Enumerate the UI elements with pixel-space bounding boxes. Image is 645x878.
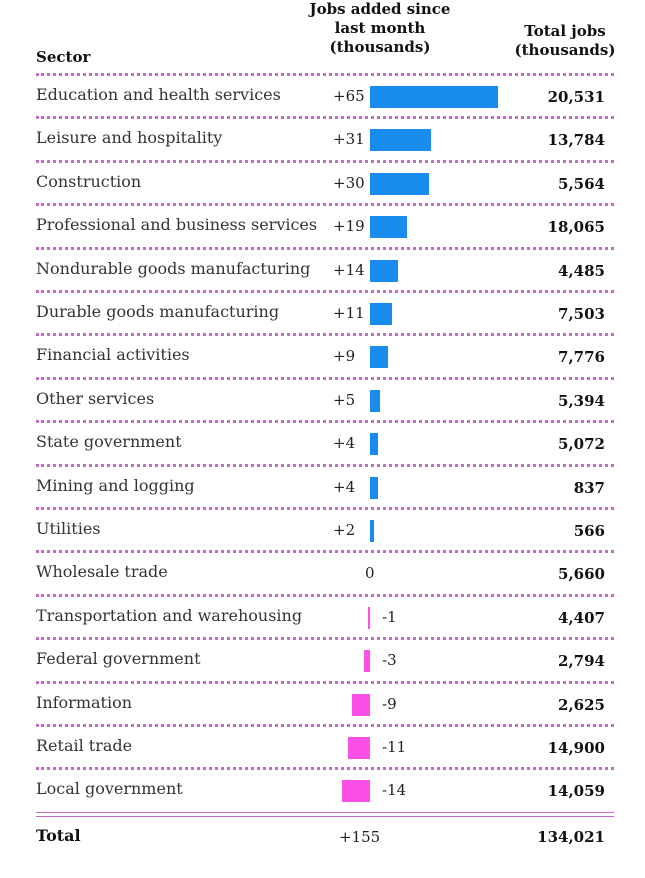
row-separator	[36, 593, 614, 597]
row-separator	[36, 376, 614, 380]
row-separator	[36, 767, 614, 771]
jobs-added-bar	[370, 520, 374, 542]
jobs-added-value: +4	[333, 477, 356, 496]
row-separator	[36, 420, 614, 424]
sector-label: Professional and business services	[36, 215, 318, 235]
total-jobs-value: 5,072	[558, 435, 605, 454]
jobs-added-bar	[370, 346, 388, 369]
sector-label: Education and health services	[36, 85, 281, 104]
jobs-added-bar	[370, 259, 398, 282]
jobs-added-value: +31	[333, 130, 365, 149]
sector-label: Construction	[36, 171, 142, 191]
row-separator	[36, 680, 614, 684]
jobs-added-bar	[370, 303, 392, 325]
jobs-added-bar	[348, 737, 370, 759]
sector-label: Leisure and hospitality	[36, 128, 223, 148]
sector-label: Local government	[36, 779, 183, 799]
jobs-added-header-line: (thousands)	[329, 38, 431, 56]
total-jobs: 134,021	[537, 828, 605, 846]
jobs-added-value: -9	[382, 694, 397, 713]
sector-label: Transportation and warehousing	[36, 605, 303, 625]
row-separator	[36, 246, 614, 250]
jobs-added-value: +30	[333, 173, 365, 192]
total-jobs-value: 7,503	[558, 305, 605, 323]
jobs-added-bar	[370, 476, 378, 499]
total-jobs-value: 14,059	[547, 782, 605, 801]
total-divider	[36, 812, 614, 817]
row-separator	[36, 333, 614, 337]
row-separator	[36, 507, 614, 510]
total-jobs-value: 5,394	[558, 391, 605, 410]
total-jobs-value: 14,900	[547, 739, 605, 757]
jobs-added-header: Jobs added since last month (thousands)	[300, 0, 460, 57]
sector-label: Other services	[36, 388, 155, 408]
jobs-added-value: +65	[333, 87, 365, 105]
total-jobs-value: 4,485	[558, 261, 605, 280]
sector-label: Retail trade	[36, 736, 133, 755]
total-jobs-value: 20,531	[547, 88, 605, 106]
sector-label: Financial activities	[36, 345, 190, 365]
sector-label: Utilities	[36, 519, 101, 538]
sector-label: State government	[36, 432, 182, 452]
row-separator	[36, 116, 614, 120]
sector-label: Durable goods manufacturing	[36, 302, 280, 321]
sector-label: Federal government	[36, 649, 201, 669]
jobs-added-value: -3	[382, 651, 397, 670]
jobs-added-bar	[370, 433, 378, 456]
jobs-added-bar	[370, 389, 380, 412]
jobs-added-bar	[352, 693, 370, 716]
jobs-added-header-line: last month	[334, 19, 426, 37]
row-separator	[36, 724, 614, 727]
sector-label: Nondurable goods manufacturing	[36, 258, 311, 278]
total-jobs-header-line: (thousands)	[514, 41, 616, 59]
total-jobs-value: 5,564	[558, 174, 605, 193]
total-jobs-value: 566	[573, 522, 605, 540]
jobs-added-value: +4	[333, 434, 356, 453]
total-jobs-value: 5,660	[558, 565, 605, 584]
total-jobs-value: 7,776	[558, 348, 605, 367]
jobs-added-bar	[342, 780, 370, 803]
sector-header: Sector	[36, 48, 91, 66]
row-separator	[36, 637, 614, 641]
jobs-added-bar	[370, 129, 432, 152]
jobs-added-value: 0	[365, 564, 375, 583]
jobs-added-bar	[364, 650, 370, 673]
jobs-added-bar	[368, 606, 370, 629]
total-jobs-header: Total jobs (thousands)	[510, 22, 620, 60]
jobs-added-value: +9	[333, 347, 356, 366]
row-separator	[36, 159, 614, 163]
jobs-added-bar	[370, 86, 498, 108]
jobs-added-value: -11	[382, 738, 407, 756]
row-separator	[36, 550, 614, 554]
sector-label: Information	[36, 692, 133, 712]
jobs-added-value: -1	[382, 607, 397, 626]
jobs-added-bar	[370, 216, 408, 239]
total-jobs-value: 13,784	[547, 131, 605, 150]
jobs-added-value: +19	[333, 217, 365, 236]
jobs-added-value: -14	[382, 781, 407, 800]
row-separator	[36, 203, 614, 207]
row-separator	[36, 463, 614, 467]
row-separator	[36, 290, 614, 293]
sector-label: Mining and logging	[36, 475, 195, 495]
jobs-added-value: +14	[333, 260, 365, 279]
total-jobs-value: 4,407	[558, 608, 605, 627]
jobs-added-bar	[370, 172, 430, 195]
total-jobs-header-line: Total jobs	[524, 22, 606, 40]
jobs-added-value: +2	[333, 521, 356, 539]
total-jobs-value: 2,625	[558, 695, 605, 714]
jobs-added-header-line: Jobs added since	[309, 0, 451, 18]
total-jobs-value: 2,794	[558, 652, 605, 671]
row-separator	[36, 73, 614, 76]
total-jobs-value: 837	[573, 478, 605, 497]
total-jobs-value: 18,065	[547, 218, 605, 237]
jobs-added-value: +5	[333, 390, 356, 409]
total-label: Total	[36, 826, 81, 845]
jobs-added-value: +11	[333, 304, 365, 322]
total-change: +155	[339, 828, 381, 846]
sector-label: Wholesale trade	[36, 562, 168, 582]
